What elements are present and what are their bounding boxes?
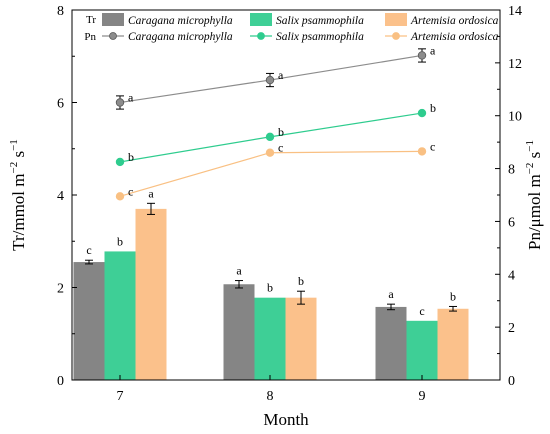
pn-point-3-8 (265, 148, 275, 157)
y-right-tick-label: 12 (508, 57, 522, 72)
x-tick-label: 8 (267, 389, 274, 404)
pn-letter: b (128, 150, 134, 164)
bars-layer (73, 208, 469, 380)
bar-1-9 (375, 306, 407, 380)
y-right-tick-label: 6 (508, 215, 515, 230)
y-right-tick-label: 8 (508, 163, 515, 178)
y-left-tick-label: 6 (57, 97, 64, 112)
pn-point-1-8 (265, 75, 275, 85)
legend-pn-marker-1 (109, 32, 117, 40)
bar-letter: b (267, 281, 273, 295)
bar-letter: a (388, 287, 394, 301)
bar-1-7 (73, 262, 105, 380)
y-right-tick-label: 14 (508, 4, 522, 19)
pn-letter: a (430, 43, 436, 57)
bar-letter: c (419, 304, 424, 318)
bar-letter: c (86, 243, 91, 257)
pn-line-3 (119, 150, 423, 197)
legend: Tr Pn Caragana microphylla Caragana microph… (84, 13, 499, 43)
error-bars-layer (85, 48, 457, 312)
axes-layer: 0 2 4 6 8 0 2 4 6 8 10 12 14 7 8 9 (57, 4, 522, 404)
legend-pn-label-3: Artemisia ordosica (410, 31, 499, 43)
y-axis-right-title: Pn/μmol m−2 s−1 (524, 140, 544, 250)
y-right-tick-label: 4 (508, 268, 515, 283)
y-axis-left-title: Tr/mmol m−2 s−1 (8, 139, 28, 251)
pn-letter: c (278, 141, 283, 155)
legend-pn-marker-2 (257, 32, 265, 40)
x-tick-label: 7 (117, 389, 124, 404)
pn-point-3-9 (417, 147, 427, 156)
y-left-tick-label: 2 (57, 282, 64, 297)
y-left-tick-label: 4 (57, 189, 64, 204)
pn-point-1-9 (417, 51, 427, 60)
legend-tr-prefix: Tr (86, 14, 96, 26)
pn-point-2-9 (417, 108, 427, 118)
pn-letter: c (128, 184, 133, 198)
bar-letter: b (117, 234, 123, 248)
bar-letter: b (450, 289, 456, 303)
pn-point-2-7 (115, 157, 125, 167)
pn-letter: a (128, 91, 134, 105)
legend-tr-swatch-3 (385, 13, 407, 26)
legend-tr-swatch-1 (102, 13, 124, 26)
legend-pn-prefix: Pn (84, 31, 96, 43)
legend-pn-marker-3 (392, 32, 400, 40)
legend-pn-label-2: Salix psammophila (276, 31, 364, 43)
legend-tr-swatch-2 (250, 13, 272, 26)
bar-3-9 (437, 308, 469, 380)
legend-tr-label-3: Artemisia ordosica (410, 15, 499, 27)
y-right-tick-label: 2 (508, 321, 515, 336)
x-tick-label: 9 (419, 389, 426, 404)
y-left-tick-label: 8 (57, 4, 64, 19)
bar-letter: a (148, 186, 154, 200)
y-right-tick-label: 0 (508, 374, 515, 389)
bar-2-8 (254, 297, 286, 380)
pn-point-1-7 (115, 98, 125, 107)
y-left-tick-label: 0 (57, 374, 64, 389)
y-right-tick-label: 10 (508, 110, 522, 125)
bar-2-9 (406, 320, 438, 380)
bar-3-8 (285, 297, 317, 380)
bar-1-8 (223, 284, 255, 380)
pn-letter: c (430, 139, 435, 153)
x-axis-title: Month (263, 410, 309, 429)
legend-tr-label-2: Salix psammophila (276, 15, 364, 27)
pn-letter: b (278, 125, 284, 139)
bar-2-7 (104, 251, 136, 380)
lines-layer (115, 51, 427, 201)
pn-point-2-8 (265, 132, 275, 142)
pn-letter: b (430, 101, 436, 115)
bar-letter: b (298, 274, 304, 288)
legend-tr-label-1: Caragana microphylla (128, 15, 233, 27)
legend-pn-label-1: Caragana microphylla (128, 31, 233, 43)
bar-letter: a (236, 264, 242, 278)
pn-letter: a (278, 68, 284, 82)
bar-3-7 (135, 208, 167, 380)
pn-point-3-7 (115, 192, 125, 201)
